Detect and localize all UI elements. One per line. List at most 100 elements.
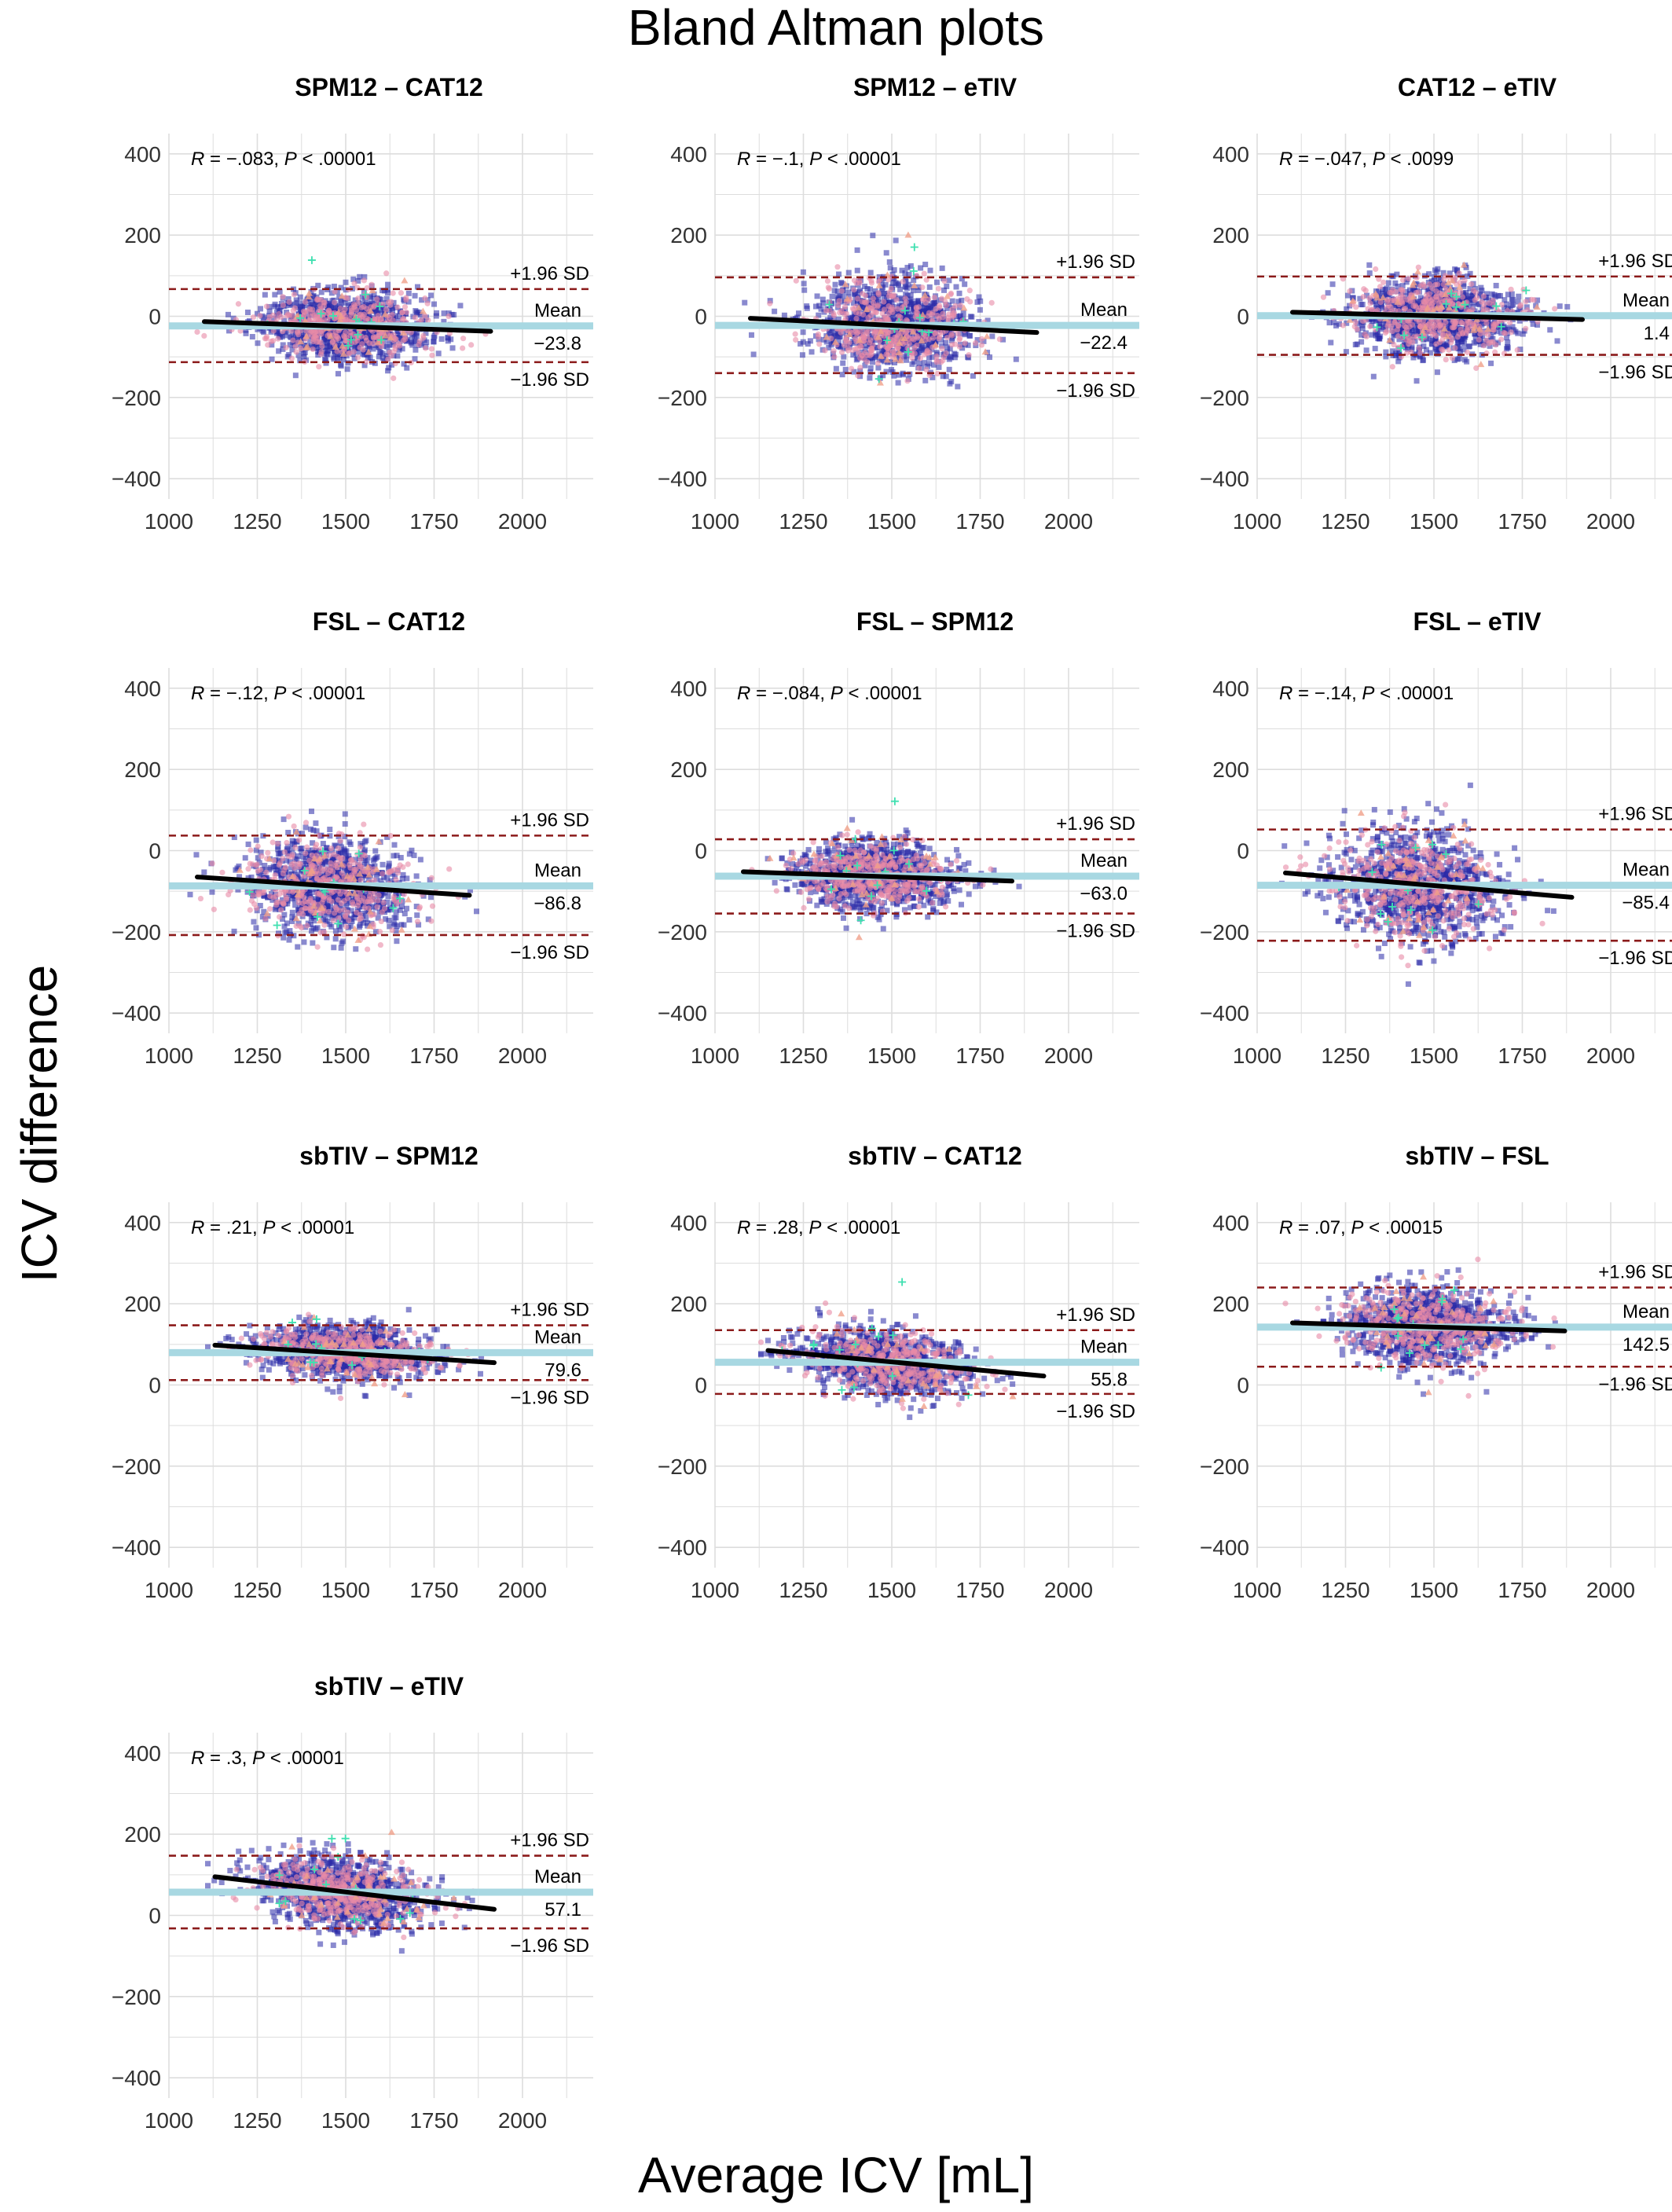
point-square: [839, 281, 845, 287]
point-circle: [286, 312, 292, 318]
point-square: [1403, 279, 1410, 285]
point-square: [336, 294, 343, 300]
point-circle: [428, 346, 435, 352]
x-tick-label: 2000: [1586, 509, 1635, 534]
point-triangle: [921, 292, 929, 299]
point-square: [394, 332, 401, 338]
point-square: [932, 303, 938, 309]
point-square: [1417, 295, 1424, 301]
point-square: [1472, 331, 1478, 337]
point-square: [910, 288, 916, 294]
point-circle: [1467, 319, 1473, 325]
point-square: [1357, 295, 1363, 302]
point-square: [750, 351, 757, 358]
point-circle: [912, 314, 918, 320]
point-square: [441, 310, 447, 317]
point-circle: [1394, 326, 1401, 333]
point-circle: [940, 329, 946, 336]
point-square: [922, 262, 929, 268]
point-square: [324, 304, 331, 310]
point-square: [852, 292, 858, 298]
point-square: [930, 374, 936, 380]
point-square: [375, 343, 381, 350]
upper-sd-label: +1.96 SD: [510, 263, 589, 284]
point-square: [808, 349, 815, 355]
point-square: [396, 347, 402, 353]
point-square: [315, 282, 321, 288]
point-square: [394, 853, 400, 859]
point-square: [261, 329, 267, 336]
point-circle: [1384, 296, 1391, 303]
point-square: [266, 308, 273, 314]
point-circle: [423, 345, 429, 351]
y-tick-label: 0: [148, 305, 161, 329]
point-circle: [390, 290, 396, 296]
point-square: [339, 338, 345, 344]
point-square: [331, 284, 337, 290]
point-circle: [958, 303, 964, 309]
lower-sd-label: −1.96 SD: [1598, 362, 1672, 383]
point-circle: [348, 310, 354, 316]
point-plus: [910, 243, 918, 251]
point-square: [243, 327, 249, 333]
point-triangle: [1424, 304, 1432, 311]
point-triangle: [877, 328, 885, 335]
point-square: [1509, 291, 1515, 297]
point-circle: [1433, 332, 1439, 339]
point-square: [955, 299, 962, 305]
point-circle: [923, 277, 930, 283]
point-square: [1429, 341, 1436, 347]
point-square: [944, 305, 950, 311]
panel-title: FSL – CAT12: [313, 607, 465, 636]
point-square: [841, 354, 847, 360]
point-square: [930, 339, 937, 345]
point-square: [274, 867, 280, 873]
point-square: [798, 341, 804, 347]
point-triangle: [856, 336, 864, 343]
point-circle: [368, 281, 375, 288]
y-tick-label: 400: [124, 677, 161, 701]
point-square: [1464, 292, 1470, 299]
point-circle: [412, 314, 419, 321]
point-circle: [941, 278, 948, 284]
point-square: [295, 853, 301, 859]
point-circle: [889, 293, 896, 299]
point-square: [308, 808, 314, 814]
point-square: [878, 285, 885, 292]
y-tick-label: −400: [658, 467, 707, 491]
point-triangle: [842, 281, 849, 288]
point-square: [187, 891, 193, 897]
point-square: [385, 865, 391, 871]
point-square: [358, 841, 364, 847]
point-circle: [388, 353, 394, 359]
point-circle: [1528, 296, 1534, 303]
point-square: [1409, 344, 1415, 350]
point-square: [952, 354, 958, 361]
point-square: [820, 296, 826, 303]
point-square: [926, 354, 933, 361]
point-triangle: [1533, 303, 1541, 310]
point-square: [908, 263, 914, 270]
point-square: [1492, 294, 1498, 300]
point-square: [286, 937, 292, 943]
point-circle: [416, 338, 423, 344]
point-square: [937, 308, 944, 314]
point-circle: [1514, 347, 1520, 354]
point-square: [357, 273, 363, 280]
point-square: [830, 316, 837, 322]
point-square: [245, 841, 251, 847]
point-square: [336, 330, 342, 336]
point-square: [832, 328, 838, 335]
point-square: [927, 267, 933, 273]
point-circle: [1430, 300, 1436, 306]
point-circle: [298, 346, 304, 352]
point-triangle: [909, 328, 917, 335]
point-square: [338, 284, 344, 291]
point-square: [842, 366, 849, 372]
point-circle: [855, 372, 861, 379]
point-square: [812, 303, 819, 310]
point-triangle: [1456, 283, 1464, 290]
point-square: [310, 940, 316, 946]
point-circle: [872, 309, 878, 315]
point-circle: [868, 350, 874, 358]
